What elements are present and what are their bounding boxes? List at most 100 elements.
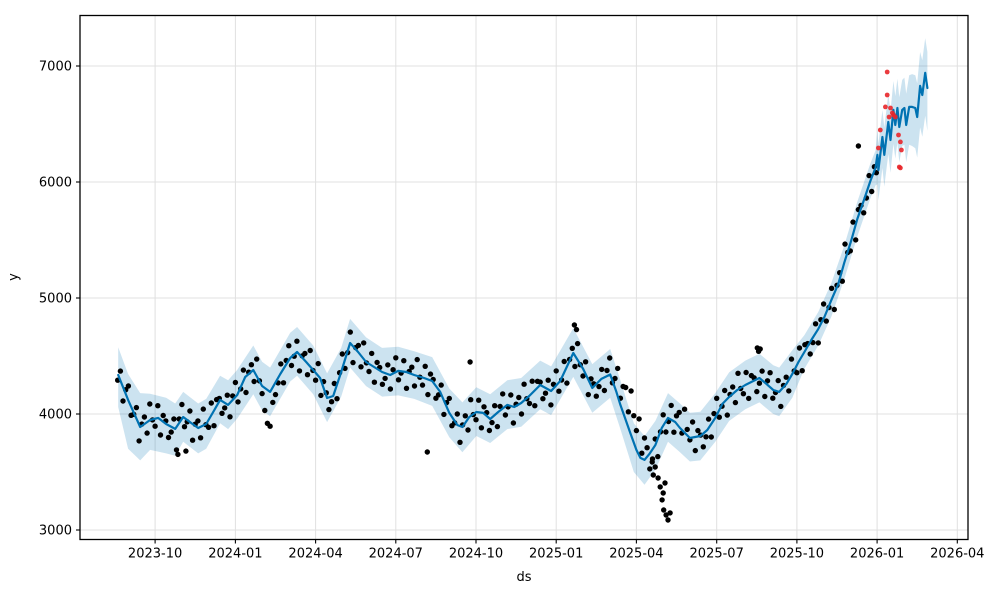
history-point: [224, 392, 230, 398]
history-point: [775, 377, 781, 384]
history-point: [850, 219, 856, 225]
x-tick-label: 2025-01: [529, 547, 583, 562]
history-point: [120, 398, 126, 404]
history-point: [700, 444, 706, 450]
history-point: [764, 378, 771, 384]
history-point: [601, 387, 608, 394]
history-point: [312, 377, 319, 383]
history-point: [141, 414, 148, 420]
history-point: [371, 379, 378, 385]
history-point: [788, 356, 795, 362]
history-point: [175, 451, 181, 458]
history-point: [722, 387, 728, 394]
history-point: [716, 414, 722, 420]
history-point: [427, 371, 434, 377]
anomalies-point: [884, 92, 890, 98]
history-point: [663, 512, 669, 518]
y-tick-label: 4000: [39, 408, 72, 423]
history-point: [441, 411, 447, 418]
history-point: [489, 419, 495, 426]
history-point: [518, 411, 525, 417]
forecast-line: [117, 71, 929, 461]
history-point: [612, 375, 618, 382]
history-point: [422, 363, 428, 369]
history-point: [409, 364, 415, 370]
history-point: [369, 350, 375, 357]
history-point: [302, 350, 308, 357]
history-point: [655, 475, 661, 481]
history-point: [147, 401, 153, 407]
history-point: [754, 388, 760, 395]
x-tick-label: 2023-10: [128, 547, 182, 562]
history-point: [278, 361, 284, 367]
history-point: [807, 351, 813, 357]
history-point: [502, 412, 509, 418]
anomalies-point: [892, 114, 898, 120]
history-point: [615, 365, 621, 372]
x-axis-label: ds: [516, 570, 532, 585]
history-point: [743, 369, 749, 376]
history-point: [661, 507, 667, 513]
history-point: [189, 437, 196, 443]
history-point: [508, 392, 514, 398]
history-point: [467, 359, 473, 365]
history-point: [564, 380, 570, 386]
history-point: [599, 366, 605, 373]
history-point: [171, 416, 177, 422]
history-point: [714, 395, 720, 401]
history-point: [219, 410, 225, 416]
history-point: [222, 405, 228, 411]
history-point: [347, 329, 353, 335]
x-tick-label: 2025-07: [690, 547, 744, 562]
history-point: [671, 429, 677, 435]
anomalies-point: [899, 147, 904, 153]
history-point: [641, 435, 648, 441]
history-point: [419, 382, 426, 388]
history-point: [572, 363, 578, 370]
history-point: [660, 412, 666, 418]
history-point: [240, 367, 247, 373]
history-point: [326, 406, 332, 413]
history-point: [655, 453, 661, 460]
history-point: [315, 360, 321, 367]
history-point: [711, 410, 717, 417]
history-point: [307, 347, 313, 354]
history-point: [647, 466, 653, 472]
history-point: [328, 399, 335, 405]
history-point: [756, 380, 763, 386]
x-tick-label: 2026-04: [930, 547, 984, 562]
history-point: [465, 427, 471, 433]
history-point: [746, 395, 752, 402]
history-point: [227, 414, 233, 420]
history-point: [243, 389, 249, 396]
history-point: [815, 340, 821, 346]
history-point: [136, 438, 142, 444]
history-point: [662, 480, 668, 486]
history-point: [411, 383, 418, 389]
history-point: [553, 368, 559, 374]
history-point: [157, 432, 164, 438]
history-point: [593, 393, 599, 399]
history-point: [657, 484, 663, 490]
history-point: [205, 424, 212, 430]
history-point: [296, 368, 303, 374]
history-point: [705, 416, 712, 422]
anomalies-point: [886, 114, 892, 120]
history-point: [304, 372, 311, 378]
history-point: [425, 391, 431, 398]
history-point: [251, 378, 257, 385]
history-point: [366, 368, 372, 375]
uncertainty-band: [118, 38, 928, 485]
history-point: [542, 390, 549, 396]
history-point: [573, 326, 580, 333]
history-point: [414, 356, 420, 363]
history-point: [492, 403, 498, 409]
history-point: [842, 241, 848, 247]
history-point: [486, 427, 493, 434]
history-point: [561, 358, 567, 365]
history-point: [446, 395, 452, 402]
history-point: [235, 399, 241, 405]
history-point: [272, 391, 279, 398]
history-point: [582, 359, 589, 365]
